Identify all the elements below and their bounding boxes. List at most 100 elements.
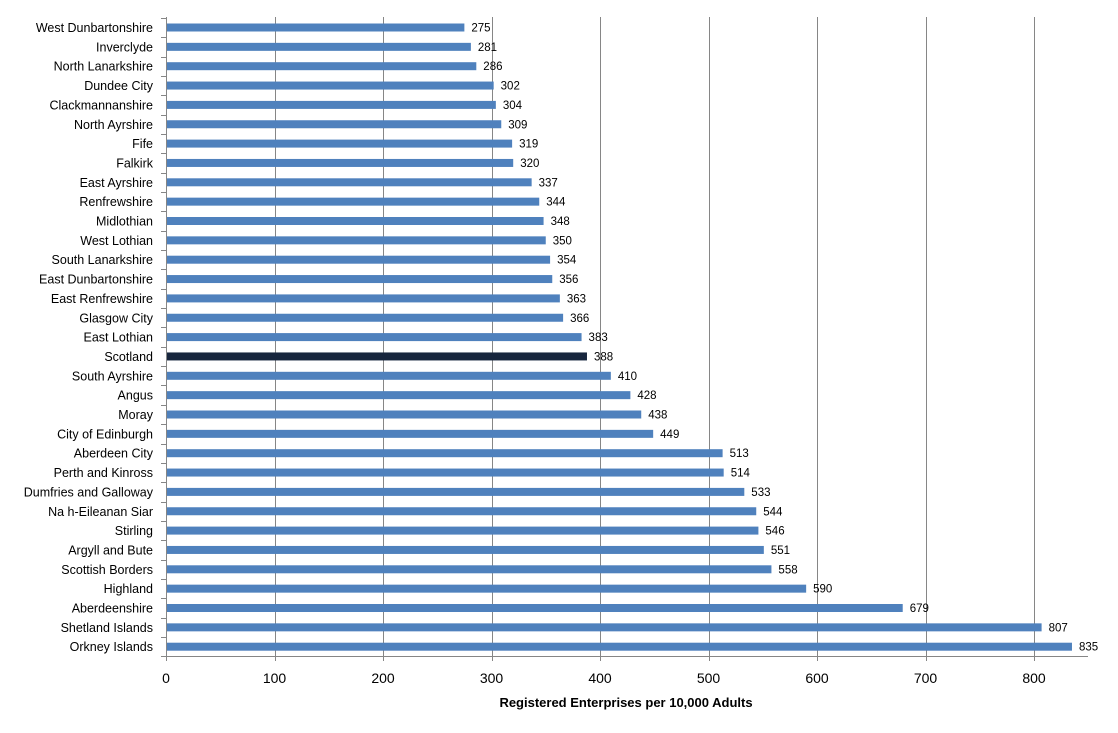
bar: [166, 158, 514, 167]
category-label: East Lothian: [84, 331, 154, 345]
data-label: 363: [567, 293, 586, 305]
data-label: 438: [648, 410, 667, 422]
bar: [166, 584, 807, 593]
x-tick-label: 400: [588, 670, 612, 686]
bar: [166, 42, 471, 51]
bar: [166, 623, 1042, 632]
bar: [166, 371, 611, 380]
category-label: Aberdeenshire: [72, 602, 153, 616]
category-label: City of Edinburgh: [57, 427, 153, 441]
data-label: 344: [546, 197, 566, 209]
category-label: Argyll and Bute: [68, 543, 153, 557]
bar: [166, 468, 724, 477]
data-label: 356: [559, 274, 578, 286]
bar: [166, 255, 551, 264]
bar: [166, 333, 582, 342]
category-label: West Dunbartonshire: [36, 21, 153, 35]
category-label: East Dunbartonshire: [39, 273, 153, 287]
category-label: Orkney Islands: [70, 640, 153, 654]
data-label: 590: [813, 584, 832, 596]
bar: [166, 391, 631, 400]
bar: [166, 429, 654, 438]
bars: [166, 23, 1072, 651]
data-label: 275: [471, 23, 490, 35]
x-tick-label: 0: [162, 670, 170, 686]
data-label: 533: [751, 487, 770, 499]
data-label: 449: [660, 429, 679, 441]
bar: [166, 507, 757, 516]
data-label: 558: [778, 564, 797, 576]
category-label: Renfrewshire: [79, 195, 153, 209]
bar: [166, 139, 513, 148]
category-label: Shetland Islands: [61, 621, 153, 635]
x-tick-label: 100: [263, 670, 287, 686]
data-label: 337: [539, 177, 558, 189]
category-label: Dundee City: [84, 79, 154, 93]
data-label: 514: [731, 468, 751, 480]
bar: [166, 120, 502, 129]
bar: [166, 275, 553, 284]
category-label: North Lanarkshire: [54, 60, 153, 74]
bar: [166, 62, 477, 71]
data-label: 366: [570, 313, 589, 325]
data-label: 807: [1049, 622, 1068, 634]
data-label: 354: [557, 255, 577, 267]
bar: [166, 487, 745, 496]
category-label: Aberdeen City: [74, 447, 154, 461]
category-label: Midlothian: [96, 215, 153, 229]
data-label: 350: [553, 235, 572, 247]
category-label: South Lanarkshire: [52, 253, 154, 267]
x-axis-title: Registered Enterprises per 10,000 Adults: [499, 695, 752, 710]
bar: [166, 604, 903, 612]
bar: [166, 313, 564, 322]
category-label: Fife: [132, 137, 153, 151]
data-label: 513: [730, 448, 749, 460]
category-label: Scotland: [104, 350, 153, 364]
x-tick-label: 600: [805, 670, 829, 686]
x-tick-label: 700: [914, 670, 938, 686]
data-label: 286: [483, 61, 502, 73]
data-label: 320: [520, 158, 539, 170]
bar: [166, 410, 642, 419]
category-label: Clackmannanshire: [49, 98, 153, 112]
bar: [166, 23, 465, 32]
axes: [161, 17, 1088, 661]
bar: [166, 545, 764, 554]
category-label: Na h-Eileanan Siar: [48, 505, 153, 519]
bar: [166, 642, 1072, 651]
category-label: Moray: [118, 408, 153, 422]
data-label: 388: [594, 351, 613, 363]
x-tick-label: 200: [371, 670, 395, 686]
bar: [166, 217, 544, 225]
bar: [166, 526, 759, 535]
bar: [166, 294, 560, 303]
bar-highlight: [166, 352, 587, 361]
data-label: 835: [1079, 642, 1098, 654]
category-label: West Lothian: [80, 234, 153, 248]
category-label: Glasgow City: [79, 311, 153, 325]
data-label: 319: [519, 139, 538, 151]
category-label: Highland: [104, 582, 153, 596]
data-label: 546: [765, 526, 784, 538]
data-label: 383: [589, 332, 608, 344]
category-label: East Ayrshire: [80, 176, 153, 190]
bar: [166, 100, 496, 109]
x-tick-label: 500: [697, 670, 721, 686]
bar: [166, 178, 532, 187]
data-label: 551: [771, 545, 790, 557]
category-label: Dumfries and Galloway: [24, 485, 154, 499]
category-label: Stirling: [115, 524, 153, 538]
x-tick-label: 300: [480, 670, 504, 686]
data-label: 309: [508, 119, 527, 131]
bar: [166, 197, 540, 206]
category-label: Perth and Kinross: [54, 466, 153, 480]
category-label: North Ayrshire: [74, 118, 153, 132]
data-label: 281: [478, 42, 497, 54]
bar: [166, 565, 772, 574]
category-label: Angus: [118, 389, 153, 403]
category-label: Falkirk: [116, 156, 154, 170]
data-label: 302: [501, 81, 520, 93]
bar: [166, 236, 546, 245]
